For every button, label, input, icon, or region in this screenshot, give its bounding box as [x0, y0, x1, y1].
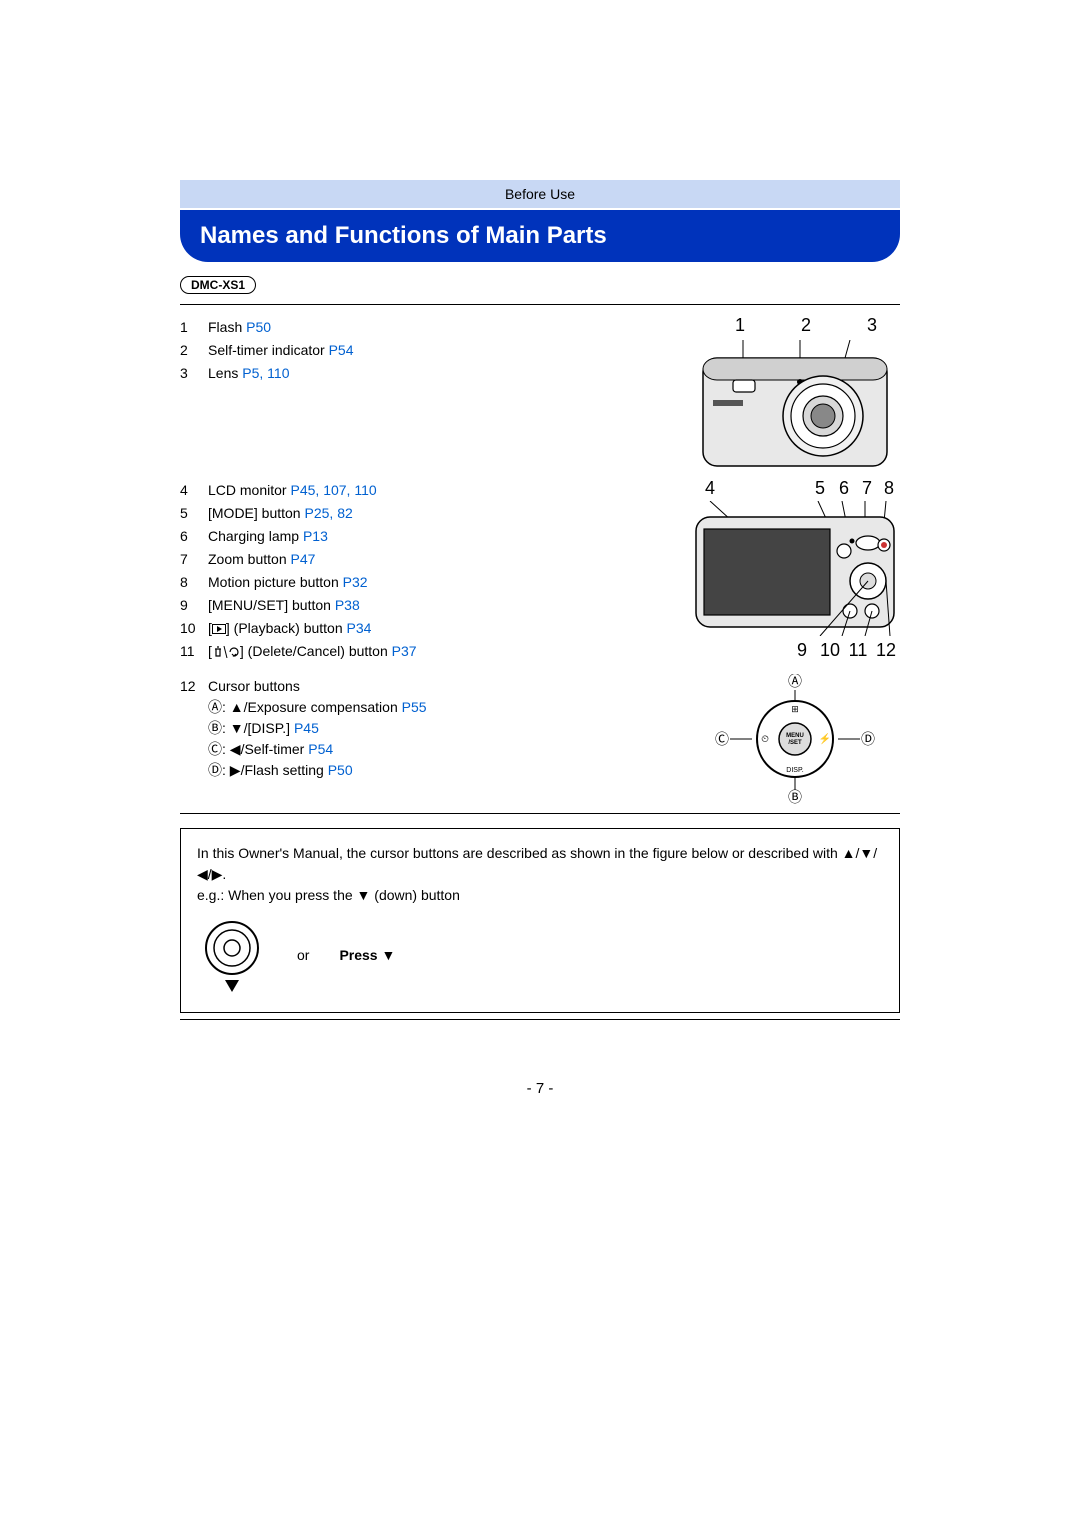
- page-ref-link[interactable]: P45: [294, 720, 319, 736]
- camera-back-icon: [690, 501, 900, 636]
- note-text: e.g.: When you press the ▼ (down) button: [197, 885, 883, 906]
- list-item: 6Charging lamp P13: [180, 526, 670, 547]
- page-ref-link[interactable]: P38: [335, 597, 360, 613]
- page-ref-link[interactable]: P32: [343, 574, 368, 590]
- note-text: In this Owner's Manual, the cursor butto…: [197, 843, 883, 885]
- svg-text:Ⓓ: Ⓓ: [861, 731, 875, 747]
- trash-return-icon: [212, 646, 240, 658]
- parts-list-front: 1 Flash P50 2 Self-timer indicator P54 3…: [180, 315, 670, 386]
- svg-text:Ⓐ: Ⓐ: [788, 674, 802, 689]
- list-item: 2 Self-timer indicator P54: [180, 340, 670, 361]
- page-ref-link[interactable]: P54: [329, 342, 354, 358]
- svg-text:MENU: MENU: [786, 733, 804, 739]
- page-ref-link[interactable]: P37: [392, 643, 417, 659]
- list-item: 11[] (Delete/Cancel) button P37: [180, 641, 670, 662]
- play-icon: [212, 624, 226, 634]
- list-item: 5[MODE] button P25, 82: [180, 503, 670, 524]
- page-ref-link[interactable]: P25: [304, 505, 329, 521]
- note-or: or: [297, 945, 309, 966]
- list-item: 1 Flash P50: [180, 317, 670, 338]
- list-item: 4LCD monitor P45, 107, 110: [180, 480, 670, 501]
- svg-text:Ⓒ: Ⓒ: [715, 731, 729, 747]
- page-ref-link[interactable]: P45: [290, 482, 315, 498]
- svg-text:⏲: ⏲: [761, 734, 769, 745]
- list-item: 9[MENU/SET] button P38: [180, 595, 670, 616]
- cursor-pad-diagram: Ⓐ Ⓑ Ⓒ Ⓓ MENU /SET ⊞ DISP. ⏲ ⚡: [690, 674, 900, 807]
- divider: [180, 813, 900, 814]
- page-ref-link[interactable]: 110: [354, 482, 376, 498]
- page-ref-link[interactable]: 82: [337, 505, 353, 521]
- divider: [180, 1019, 900, 1020]
- page-ref-link[interactable]: P55: [402, 699, 427, 715]
- page-ref-link[interactable]: P47: [291, 551, 316, 567]
- svg-text:/SET: /SET: [788, 740, 802, 746]
- breadcrumb-banner: Before Use: [180, 180, 900, 208]
- parts-list-back: 4LCD monitor P45, 107, 110 5[MODE] butto…: [180, 478, 670, 664]
- page-ref-link[interactable]: P5: [242, 365, 259, 381]
- page-ref-link[interactable]: 107: [323, 482, 346, 498]
- cursor-pad-icon: Ⓐ Ⓑ Ⓒ Ⓓ MENU /SET ⊞ DISP. ⏲ ⚡: [710, 674, 880, 804]
- camera-back-diagram: 4 5 6 7 8: [690, 478, 900, 661]
- list-item: 10[] (Playback) button P34: [180, 618, 670, 639]
- cursor-down-icon: [197, 916, 267, 994]
- note-press: Press ▼: [339, 945, 395, 966]
- breadcrumb-text: Before Use: [505, 186, 575, 202]
- section-title: Names and Functions of Main Parts: [180, 210, 900, 262]
- divider: [180, 304, 900, 305]
- list-item: 12 Cursor buttons Ⓐ: ▲/Exposure compensa…: [180, 676, 670, 781]
- page-ref-link[interactable]: P54: [308, 741, 333, 757]
- svg-text:⚡: ⚡: [819, 732, 831, 745]
- page-ref-link[interactable]: P13: [303, 528, 328, 544]
- list-item: 7Zoom button P47: [180, 549, 670, 570]
- camera-front-icon: [695, 340, 895, 470]
- page-number: - 7 -: [180, 1080, 900, 1097]
- page-ref-link[interactable]: 110: [267, 365, 289, 381]
- page-ref-link[interactable]: P50: [328, 762, 353, 778]
- list-item: 8Motion picture button P32: [180, 572, 670, 593]
- camera-front-diagram: 1 2 3: [690, 315, 900, 470]
- list-item: 3 Lens P5, 110: [180, 363, 670, 384]
- page-ref-link[interactable]: P34: [347, 620, 372, 636]
- svg-text:DISP.: DISP.: [786, 767, 803, 774]
- page-ref-link[interactable]: P50: [246, 319, 271, 335]
- svg-text:⊞: ⊞: [791, 704, 799, 714]
- cursor-buttons-list: 12 Cursor buttons Ⓐ: ▲/Exposure compensa…: [180, 674, 670, 807]
- cursor-note-box: In this Owner's Manual, the cursor butto…: [180, 828, 900, 1013]
- model-badge: DMC-XS1: [180, 276, 256, 294]
- svg-text:Ⓑ: Ⓑ: [788, 789, 802, 804]
